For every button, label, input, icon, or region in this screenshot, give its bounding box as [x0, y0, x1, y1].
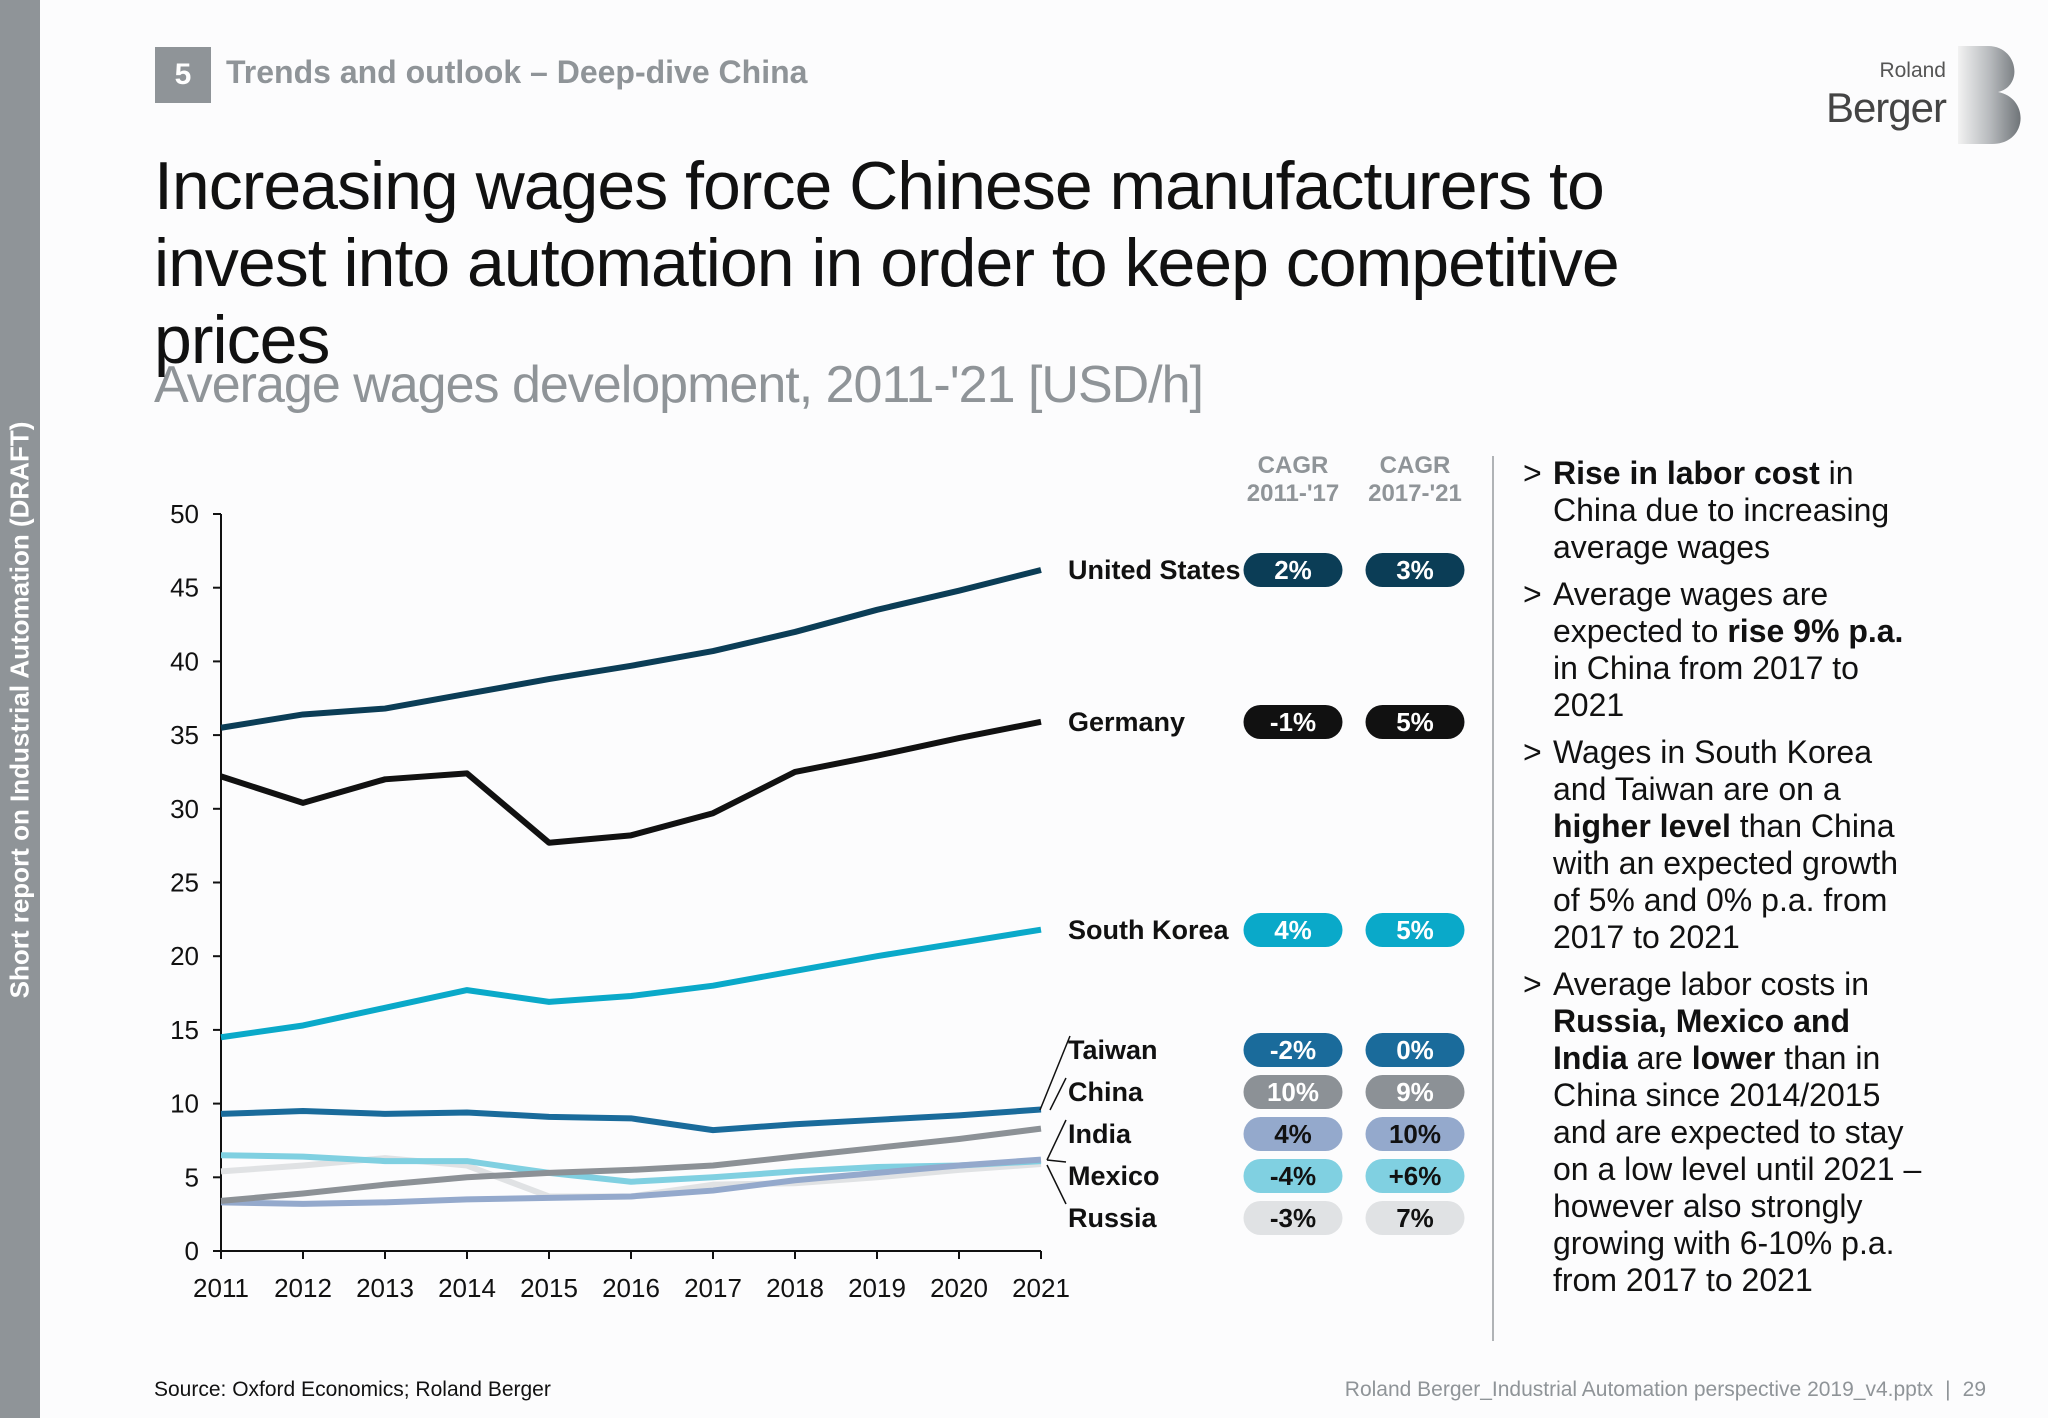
sidebar: Short report on Industrial Automation (D… [0, 0, 40, 1418]
cagr-pill-russia-2: 7% [1365, 1201, 1465, 1235]
bullet-text: Average wages are expected to [1553, 576, 1829, 649]
section-title: Trends and outlook – Deep-dive China [226, 54, 808, 90]
y-tick-label: 35 [170, 720, 199, 750]
cagr-pill-south-korea-1: 4% [1243, 913, 1343, 947]
x-tick-label: 2017 [684, 1273, 742, 1303]
label-mexico: Mexico [1068, 1161, 1160, 1191]
series-line-united-states [220, 567, 1042, 731]
bullet-item: Wages in South Korea and Taiwan are on a… [1523, 734, 1923, 956]
bullet-text: in China due to increasing average wages [1553, 455, 1890, 565]
y-tick-label: 15 [170, 1015, 199, 1045]
cagr-pill-china-2: 9% [1365, 1075, 1465, 1109]
cagr-pill-united-states-2: 3% [1365, 553, 1465, 587]
roland-berger-logo: Roland Berger [1800, 44, 2030, 144]
cagr-header-1: CAGR 2011-'17 [1246, 452, 1340, 507]
leader-line [1046, 1119, 1067, 1161]
logo-line2: Berger [1825, 84, 1947, 131]
series-line-mexico [220, 1152, 1042, 1185]
leader-line [1049, 1077, 1067, 1111]
cagr-pill-india-1: 4% [1243, 1117, 1343, 1151]
page-title: Increasing wages force Chinese manufactu… [154, 148, 1620, 378]
bullet-text: in China from 2017 to 2021 [1553, 650, 1859, 723]
cagr-pill-united-states-1: 2% [1243, 553, 1343, 587]
bullet-item: Average wages are expected to rise 9% p.… [1523, 576, 1923, 724]
x-tick-label: 2015 [520, 1273, 578, 1303]
bullet-text: are [1627, 1040, 1692, 1076]
label-south-korea: South Korea [1068, 915, 1229, 945]
label-india: India [1068, 1119, 1132, 1149]
series-line-south-korea [220, 926, 1042, 1041]
leader-line [1039, 1035, 1071, 1111]
logo-b-mark-icon [1958, 46, 2021, 144]
label-taiwan: Taiwan [1068, 1035, 1158, 1065]
y-tick-label: 40 [170, 646, 199, 676]
cagr-pill-germany-2: 5% [1365, 705, 1465, 739]
bullet-item: Rise in labor cost in China due to incre… [1523, 455, 1923, 566]
x-tick-label: 2013 [356, 1273, 414, 1303]
x-tick-label: 2018 [766, 1273, 824, 1303]
cagr-pill-russia-1: -3% [1243, 1201, 1343, 1235]
section-number: 5 [155, 47, 211, 103]
chart-subtitle: Average wages development, 2011-'21 [USD… [154, 356, 1204, 414]
label-china: China [1068, 1077, 1144, 1107]
y-tick-label: 50 [170, 499, 199, 529]
bullet-text: rise 9% p.a. [1727, 613, 1904, 649]
cagr-header-2: CAGR 2017-'21 [1368, 452, 1462, 507]
label-united-states: United States [1068, 555, 1241, 585]
bullet-text: than in China since 2014/2015 and are ex… [1553, 1040, 1922, 1298]
key-findings: Rise in labor cost in China due to incre… [1523, 455, 1923, 1309]
y-tick-label: 10 [170, 1089, 199, 1119]
y-tick-label: 0 [185, 1236, 199, 1266]
cagr-pill-mexico-1: -4% [1243, 1159, 1343, 1193]
series-line-taiwan [220, 1106, 1042, 1134]
x-tick-label: 2019 [848, 1273, 906, 1303]
x-tick-label: 2011 [193, 1273, 249, 1303]
bullet-text: Wages in South Korea and Taiwan are on a [1553, 734, 1872, 807]
y-tick-label: 45 [170, 573, 199, 603]
series-line-india [220, 1156, 1042, 1207]
x-tick-label: 2012 [274, 1273, 332, 1303]
x-tick-label: 2021 [1012, 1273, 1070, 1303]
logo-line1: Roland [1879, 59, 1946, 82]
y-tick-label: 30 [170, 794, 199, 824]
y-tick-label: 20 [170, 941, 199, 971]
leader-line [1046, 1164, 1067, 1205]
footer-separator: | [1945, 1378, 1951, 1401]
cagr-pill-germany-1: -1% [1243, 705, 1343, 739]
leader-line [1046, 1159, 1067, 1163]
cagr-pill-india-2: 10% [1365, 1117, 1465, 1151]
page-number: 29 [1962, 1378, 1986, 1401]
cagr-pill-south-korea-2: 5% [1365, 913, 1465, 947]
x-tick-label: 2020 [930, 1273, 988, 1303]
bullet-text: higher level [1553, 808, 1731, 844]
bullet-text: Russia, Mexico and India [1553, 1003, 1850, 1076]
series-line-germany [220, 718, 1042, 846]
label-russia: Russia [1068, 1203, 1157, 1233]
y-tick-label: 25 [170, 868, 199, 898]
x-tick-label: 2016 [602, 1273, 660, 1303]
cagr-pill-mexico-2: +6% [1365, 1159, 1465, 1193]
series-line-china [220, 1125, 1042, 1204]
cagr-pill-china-1: 10% [1243, 1075, 1343, 1109]
bullet-text: Rise in labor cost [1553, 455, 1820, 491]
bullet-text: than China with an expected growth of 5%… [1553, 808, 1899, 955]
y-tick-label: 5 [185, 1162, 199, 1192]
label-germany: Germany [1068, 707, 1186, 737]
cagr-pill-taiwan-2: 0% [1365, 1033, 1465, 1067]
bullet-text: lower [1691, 1040, 1776, 1076]
divider [1492, 456, 1494, 1341]
x-tick-label: 2014 [438, 1273, 496, 1303]
source-note: Source: Oxford Economics; Roland Berger [154, 1378, 551, 1401]
cagr-pill-taiwan-1: -2% [1243, 1033, 1343, 1067]
footer: Roland Berger_Industrial Automation pers… [1345, 1378, 1986, 1402]
file-name: Roland Berger_Industrial Automation pers… [1344, 1378, 1934, 1401]
bullet-text: Average labor costs in [1553, 966, 1870, 1002]
bullet-item: Average labor costs in Russia, Mexico an… [1523, 966, 1923, 1299]
